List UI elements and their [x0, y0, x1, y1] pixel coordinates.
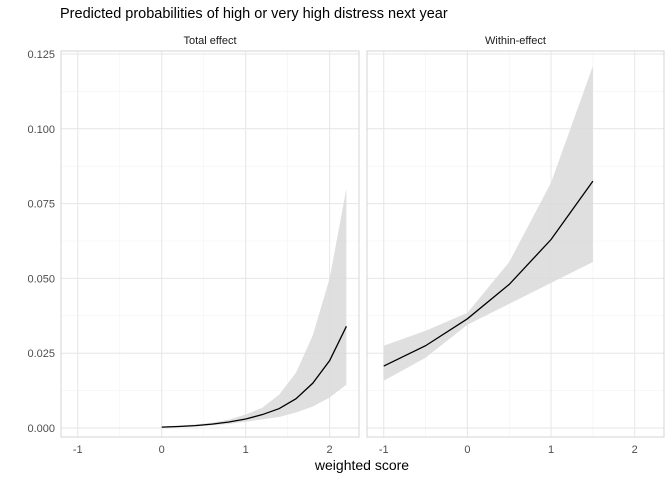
y-tick-label: 0.075: [27, 199, 55, 211]
series-line: [161, 326, 347, 428]
confidence-band: [383, 65, 593, 381]
facet-strip-label: Within-effect: [485, 35, 546, 47]
y-tick-label: 0.125: [27, 49, 55, 61]
facet-panel-2: Within-effect -1 0 1 2: [366, 35, 665, 456]
facet-panels: Total effect -1 0 1 2 Within-effect -1 0 1 2: [60, 35, 665, 456]
y-tick-label: 0.050: [27, 273, 55, 285]
panel-border: [366, 50, 665, 438]
x-axis-label: weighted score: [314, 457, 409, 473]
x-tick-label: 2: [327, 444, 333, 456]
x-tick-label: -1: [73, 444, 83, 456]
x-tick-label: 1: [243, 444, 249, 456]
y-axis: 0.000 0.025 0.050 0.075 0.100 0.125: [27, 49, 55, 435]
confidence-band: [161, 188, 347, 428]
series-line: [383, 180, 594, 367]
facet-panel-1: Total effect -1 0 1 2: [60, 35, 360, 456]
x-tick-label: 2: [632, 444, 638, 456]
facet-strip-label: Total effect: [184, 35, 237, 47]
x-tick-label: 1: [548, 444, 554, 456]
panel-border: [60, 50, 360, 438]
x-tick-label: -1: [379, 444, 389, 456]
chart-title: Predicted probabilities of high or very …: [60, 6, 448, 22]
x-tick-label: 0: [464, 444, 470, 456]
x-tick-label: 0: [159, 444, 165, 456]
y-tick-label: 0.000: [27, 423, 55, 435]
y-tick-label: 0.100: [27, 124, 55, 136]
y-tick-label: 0.025: [27, 348, 55, 360]
